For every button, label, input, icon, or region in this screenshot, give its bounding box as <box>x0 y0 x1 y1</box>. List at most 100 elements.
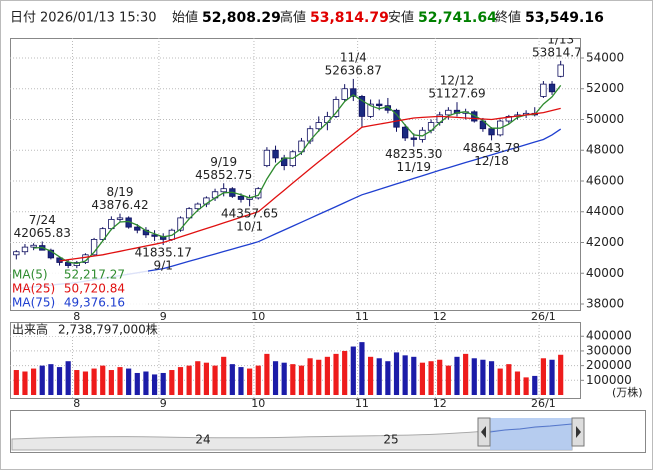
volume-bar <box>333 353 339 395</box>
volume-title-bg <box>11 323 157 336</box>
left-arrow <box>481 426 486 438</box>
legend: MA(5) 52,217.27 MA(25) 50,720.84 MA(75) 49,37… <box>11 268 148 310</box>
volume-bar <box>437 359 443 395</box>
header-field-value: 52,808.29 <box>202 10 281 26</box>
header-field-value: 53,814.79 <box>310 10 389 26</box>
volume-bar <box>558 354 564 395</box>
candle-body <box>116 217 124 220</box>
volume-bar <box>221 356 227 395</box>
annotation-value: 53814.79 <box>532 45 589 59</box>
volume-bar <box>91 368 97 395</box>
annotation-date: 12/12 <box>440 74 475 88</box>
volume-bar <box>48 364 54 395</box>
annotation-date: 10/1 <box>236 220 263 234</box>
volume-bar <box>143 371 149 395</box>
volume-bar <box>212 365 218 395</box>
candle-body <box>367 103 374 117</box>
x-tick-label: 11 <box>355 397 369 410</box>
annotation-date: 9/19 <box>210 155 237 169</box>
legend-bg <box>11 296 148 310</box>
volume-bar <box>454 356 460 395</box>
volume-bar <box>281 362 287 395</box>
candle-body <box>350 88 357 97</box>
candle-body <box>557 64 564 77</box>
annotation-date: 12/18 <box>474 154 509 168</box>
volume-bar <box>532 375 538 395</box>
x-tick-label: 9 <box>160 397 167 410</box>
candle-body <box>99 228 106 240</box>
volume-bar <box>82 371 89 395</box>
volume-bar <box>298 365 305 395</box>
navigator-window-line <box>489 423 573 433</box>
candle-body <box>332 99 340 117</box>
volume-bar <box>22 371 28 395</box>
date-label: 日付 <box>10 11 36 26</box>
y-tick-label: 44000 <box>586 204 624 218</box>
ma-line <box>59 107 561 262</box>
volume-bar <box>290 364 296 395</box>
volume-bar <box>488 361 495 395</box>
candle-body <box>13 251 20 256</box>
volume-bar <box>151 374 158 395</box>
y-tick-label: 100000 <box>586 373 632 387</box>
legend-value: 49,376.16 <box>64 296 125 310</box>
header-field-value: 52,741.64 <box>418 10 497 26</box>
candle-body <box>272 149 279 159</box>
y-tick-label: 40000 <box>586 266 624 280</box>
main-plot-frame <box>10 38 581 311</box>
legend-value: 50,720.84 <box>64 282 125 296</box>
y-tick-label: 42000 <box>586 235 624 249</box>
y-tick-label: 38000 <box>586 297 624 311</box>
volume-bar <box>514 371 521 395</box>
volume-bar <box>506 364 512 395</box>
volume-bar <box>393 352 400 395</box>
annotation-value: 51127.69 <box>428 87 485 101</box>
header-field-label: 安値 <box>388 10 414 26</box>
candle-body <box>505 116 513 122</box>
candle-body <box>401 126 409 139</box>
candle-body <box>194 203 201 210</box>
volume-bar <box>247 368 253 395</box>
candle-body <box>410 137 417 140</box>
candle-body <box>237 195 245 200</box>
x-tick-label: 8 <box>73 310 80 323</box>
annotation-date: 11/19 <box>396 160 431 174</box>
header-field-label: 始値 <box>172 10 198 26</box>
candle-body <box>341 88 348 100</box>
navigator: 24 25 <box>10 410 646 453</box>
candle-body <box>315 122 322 130</box>
x-tick-label: 26/1 <box>531 397 556 410</box>
candle-body <box>177 217 184 231</box>
navigator-year-label: 24 <box>195 433 210 447</box>
volume-bar <box>411 356 417 395</box>
volume-bar <box>100 365 106 395</box>
volume-bar <box>342 350 348 395</box>
x-tick-label: 9 <box>160 310 167 323</box>
candle-body <box>548 83 556 93</box>
volume-bar <box>31 368 37 395</box>
main-plot: 38000 40000 42000 44000 46000 48000 50000 52000… <box>10 38 624 323</box>
annotation-value: 42065.83 <box>14 226 71 240</box>
volume-bar <box>255 365 261 395</box>
volume-bar <box>264 353 270 395</box>
volume-bar <box>324 356 330 395</box>
volume-bar <box>367 356 374 395</box>
volume-bar <box>186 365 192 395</box>
y-tick-label: 400000 <box>586 329 632 343</box>
navigator-window[interactable] <box>490 418 572 450</box>
annotation-value: 48643.78 <box>463 141 520 155</box>
volume-bar <box>74 370 80 395</box>
candle-body <box>488 128 495 136</box>
annotation-date: 11/4 <box>340 50 367 64</box>
y-tick-label: 52000 <box>586 81 624 95</box>
volume-bar <box>272 361 279 395</box>
volume-bar <box>65 361 71 395</box>
legend-bg <box>11 282 148 296</box>
annotation-value: 41835.17 <box>135 246 192 260</box>
annotation-value: 52636.87 <box>325 63 382 77</box>
candle-body <box>30 244 37 248</box>
volume-bar <box>39 365 45 395</box>
candle-body <box>263 149 271 167</box>
